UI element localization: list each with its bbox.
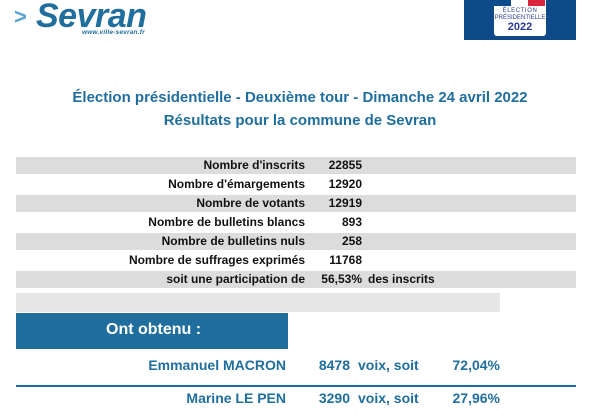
badge-year: 2022	[507, 21, 533, 33]
candidate-row: Emmanuel MACRON 8478 voix, soit 72,04%	[16, 355, 576, 387]
stats-label: Nombre de bulletins blancs	[148, 215, 305, 229]
sevran-logo[interactable]: > Sevran www.ville-sevran.fr	[14, 0, 174, 42]
election-badge: ÉLECTION PRÉSIDENTIELLE 2022	[464, 0, 576, 40]
stats-label: Nombre de bulletins nuls	[161, 234, 305, 248]
stats-value: 22855	[328, 158, 362, 172]
stats-row-emargements: Nombre d'émargements 12920	[16, 175, 576, 194]
stats-extra: des inscrits	[368, 272, 435, 286]
stats-row-blancs: Nombre de bulletins blancs 893	[16, 213, 576, 232]
stats-value: 11768	[329, 253, 362, 267]
badge-line1: ÉLECTION	[502, 8, 538, 14]
candidate-percent: 72,04%	[452, 357, 500, 373]
stats-label: Nombre d'émargements	[168, 177, 305, 191]
stats-row-exprimes: Nombre de suffrages exprimés 11768	[16, 251, 576, 270]
stats-value: 12919	[328, 196, 362, 210]
candidate-voix-label: voix, soit	[358, 357, 419, 373]
stats-row-votants: Nombre de votants 12919	[16, 194, 576, 213]
results-header-label: Ont obtenu :	[106, 321, 202, 338]
logo-url: www.ville-sevran.fr	[82, 29, 145, 36]
candidate-name: Emmanuel MACRON	[148, 357, 286, 373]
stats-label: soit une participation de	[166, 272, 305, 286]
ballot-card-icon: ÉLECTION PRÉSIDENTIELLE 2022	[494, 0, 546, 36]
candidate-percent: 27,96%	[452, 390, 500, 406]
stats-row-inscrits: Nombre d'inscrits 22855	[16, 156, 576, 175]
candidate-name: Marine LE PEN	[186, 390, 286, 406]
stats-label: Nombre de votants	[196, 196, 305, 210]
stats-value: 893	[341, 215, 362, 229]
stats-row-participation: soit une participation de 56,53% des ins…	[16, 270, 576, 289]
page-title: Élection présidentielle - Deuxième tour …	[72, 89, 528, 106]
stats-value: 258	[341, 234, 362, 248]
stats-row-nuls: Nombre de bulletins nuls 258	[16, 232, 576, 251]
tricolor-flag-icon	[494, 0, 546, 6]
results-header: Ont obtenu :	[16, 313, 288, 349]
candidate-votes: 3290	[318, 390, 350, 406]
candidate-row: Marine LE PEN 3290 voix, soit 27,96%	[16, 388, 576, 418]
stats-table: Nombre d'inscrits 22855 Nombre d'émargem…	[16, 156, 576, 289]
stats-value: 12920	[328, 177, 362, 191]
logo-chevron-icon: >	[14, 4, 27, 29]
page-subtitle: Résultats pour la commune de Sevran	[163, 112, 437, 129]
stats-label: Nombre de suffrages exprimés	[128, 253, 305, 267]
candidate-votes: 8478	[318, 357, 350, 373]
stats-value: 56,53%	[321, 272, 362, 286]
badge-line2: PRÉSIDENTIELLE	[494, 15, 546, 21]
stats-label: Nombre d'inscrits	[203, 158, 305, 172]
candidate-voix-label: voix, soit	[358, 390, 419, 406]
logo-wordmark: Sevran	[36, 0, 147, 35]
spacer-bar	[16, 293, 500, 312]
